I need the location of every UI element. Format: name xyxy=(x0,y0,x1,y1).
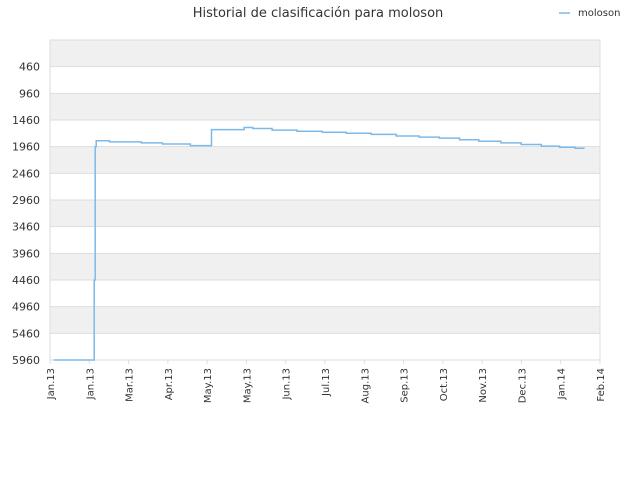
y-tick-label: 1960 xyxy=(12,141,40,154)
x-tick-label: Apr.13 xyxy=(164,368,175,400)
legend[interactable]: moloson xyxy=(559,8,620,19)
y-tick-label: 5960 xyxy=(12,354,40,367)
grid-band xyxy=(50,200,600,227)
legend-label: moloson xyxy=(578,8,620,19)
x-tick-label: Dec.13 xyxy=(517,368,528,403)
x-tick-label: Mar.13 xyxy=(125,368,136,402)
x-tick-label: Jan.13 xyxy=(46,368,57,400)
x-tick-label: May.13 xyxy=(203,368,214,403)
y-tick-label: 960 xyxy=(19,87,40,100)
x-tick-label: May.13 xyxy=(242,368,253,403)
x-tick-label: Nov.13 xyxy=(478,368,489,403)
x-tick-label: Jul.13 xyxy=(321,368,332,397)
plot-area: 460 960 1460 1960 2460 2960 3460 3960 4460 4960 54… xyxy=(12,39,607,403)
grid-band xyxy=(50,253,600,280)
x-tick-label: Oct.13 xyxy=(439,368,450,401)
x-tick-label: Aug.13 xyxy=(360,368,371,403)
x-tick-label: Feb.14 xyxy=(596,368,607,402)
y-tick-label: 1460 xyxy=(12,114,40,127)
grid-band xyxy=(50,146,600,174)
chart-title: Historial de clasificación para moloson xyxy=(193,6,444,21)
y-tick-label: 5460 xyxy=(12,327,40,340)
x-tick-label: Jan.14 xyxy=(557,368,568,400)
y-tick-label: 460 xyxy=(19,61,40,74)
grid-band xyxy=(50,306,600,334)
y-tick-label: 2960 xyxy=(12,194,40,207)
y-tick-label: 4960 xyxy=(12,301,40,314)
grid-band xyxy=(50,40,600,67)
x-tick-label: Sep.13 xyxy=(400,368,411,403)
y-tick-label: 4460 xyxy=(12,274,40,287)
series-line-moloson xyxy=(53,126,585,361)
y-tick-label: 3460 xyxy=(12,221,40,234)
x-tick-label: Jun.13 xyxy=(282,368,293,401)
x-tick-label: Jan.13 xyxy=(85,368,96,400)
grid-band xyxy=(50,93,600,120)
y-tick-label: 2460 xyxy=(12,167,40,180)
y-tick-label: 3960 xyxy=(12,247,40,260)
